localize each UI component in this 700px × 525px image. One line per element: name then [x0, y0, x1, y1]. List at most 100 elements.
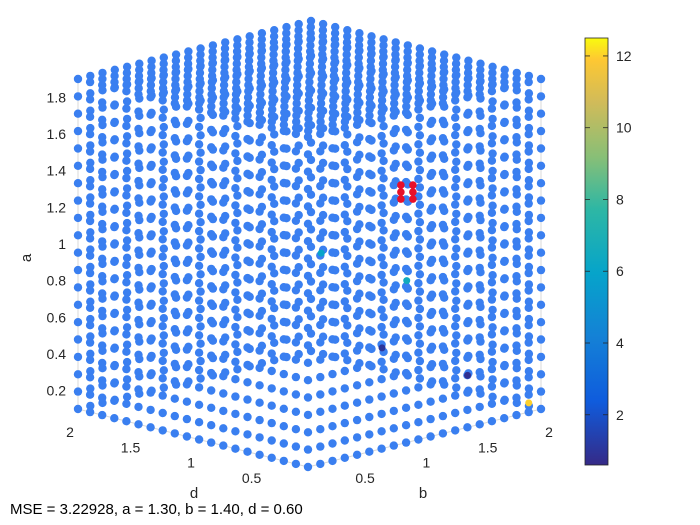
a-axis-label: a: [18, 253, 35, 262]
grid-point: [352, 172, 362, 182]
grid-point: [233, 226, 242, 235]
grid-point: [328, 456, 337, 466]
grid-point: [279, 114, 289, 123]
grid-point: [340, 314, 349, 324]
grid-point: [487, 104, 497, 113]
grid-point: [219, 424, 228, 433]
grid-point: [85, 199, 95, 208]
grid-point: [524, 251, 533, 260]
grid-point: [267, 193, 276, 202]
grid-point: [316, 268, 325, 278]
grid-point: [402, 96, 411, 105]
grid-point: [353, 84, 363, 93]
grid-point: [207, 282, 216, 291]
grid-point: [451, 71, 460, 81]
grid-point: [414, 80, 424, 90]
grid-point: [438, 203, 448, 212]
grid-point: [182, 137, 192, 146]
grid-point: [98, 376, 107, 385]
grid-point: [294, 19, 303, 29]
grid-point: [267, 141, 276, 150]
grid-point: [122, 243, 131, 252]
grid-point: [159, 209, 168, 219]
grid-point: [426, 397, 435, 406]
grid-point: [110, 414, 119, 423]
grid-point: [85, 112, 95, 122]
grid-point: [500, 170, 509, 180]
grid-point: [414, 105, 423, 114]
grid-point: [291, 251, 301, 260]
grid-point: [122, 278, 131, 287]
grid-point: [122, 392, 132, 401]
grid-point: [219, 354, 228, 363]
grid-point: [524, 390, 533, 399]
grid-point: [86, 123, 95, 133]
grid-point: [86, 367, 95, 376]
grid-point: [352, 224, 362, 234]
grid-point: [415, 200, 425, 209]
grid-point: [355, 35, 364, 44]
grid-point: [352, 190, 362, 199]
grid-point: [159, 348, 168, 358]
grid-point: [303, 376, 313, 385]
grid-point: [73, 318, 83, 327]
grid-point: [243, 99, 253, 108]
grid-point: [500, 379, 509, 388]
grid-point: [146, 127, 155, 137]
grid-point: [365, 308, 374, 317]
grid-point: [426, 241, 435, 250]
grid-point: [415, 62, 424, 71]
grid-point: [365, 239, 374, 248]
grid-point: [269, 56, 278, 65]
grid-point: [182, 241, 192, 250]
grid-point: [85, 268, 95, 278]
a-tick-label: 1.6: [47, 126, 67, 142]
grid-point: [536, 404, 546, 414]
grid-point: [183, 77, 192, 87]
grid-point: [377, 357, 386, 366]
grid-point: [159, 261, 168, 271]
grid-point: [414, 140, 423, 149]
grid-point: [329, 77, 338, 87]
grid-point: [452, 331, 461, 340]
grid-point: [487, 382, 497, 391]
grid-point: [487, 226, 497, 235]
grid-point: [98, 341, 107, 350]
grid-point: [219, 319, 228, 329]
grid-point: [270, 234, 279, 243]
grid-point: [303, 150, 313, 159]
grid-point: [352, 450, 362, 459]
grid-point: [536, 318, 546, 327]
grid-point: [158, 84, 168, 93]
grid-point: [268, 80, 277, 90]
grid-point: [220, 56, 229, 65]
grid-point: [426, 276, 435, 285]
grid-point: [110, 361, 119, 371]
grid-point: [341, 87, 350, 96]
grid-point: [279, 439, 288, 448]
grid-point: [343, 32, 352, 41]
grid-point: [182, 171, 192, 181]
grid-point: [366, 56, 376, 65]
grid-point: [233, 139, 242, 148]
a-tick-label: 0.4: [47, 346, 67, 362]
grid-point: [463, 318, 472, 328]
grid-point: [291, 355, 301, 364]
grid-point: [340, 193, 349, 202]
grid-point: [195, 93, 204, 102]
grid-point: [401, 125, 411, 135]
grid-point: [279, 317, 288, 327]
grid-point: [255, 120, 264, 129]
grid-point: [536, 370, 546, 379]
grid-point: [536, 196, 546, 205]
grid-point: [110, 136, 119, 145]
grid-point: [379, 208, 388, 218]
grid-point: [487, 278, 497, 287]
grid-point: [426, 206, 435, 215]
grid-point: [304, 114, 313, 123]
grid-point: [475, 368, 484, 377]
grid-point: [330, 59, 339, 68]
d-tick-label: 1.5: [121, 439, 141, 455]
grid-point: [426, 310, 435, 320]
grid-point: [73, 231, 83, 240]
